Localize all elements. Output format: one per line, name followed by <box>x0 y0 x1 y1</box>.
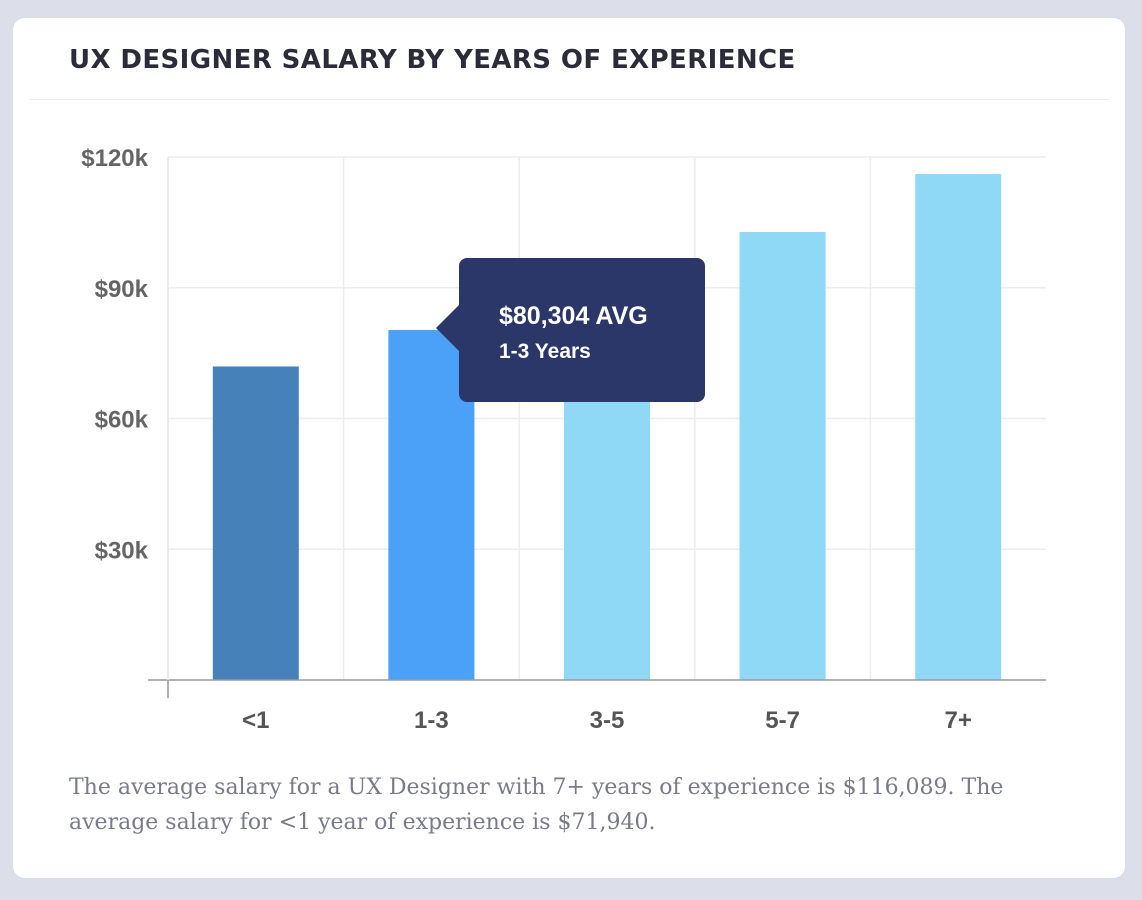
bar-5-7 <box>739 231 826 681</box>
x-tick-label: 1-3 <box>414 707 449 734</box>
bar-tooltip: $80,304 AVG 1-3 Years <box>436 258 705 402</box>
bar-<1 <box>212 366 299 680</box>
y-tick-label: $30k <box>95 537 149 564</box>
card-title: UX DESIGNER SALARY BY YEARS OF EXPERIENC… <box>69 45 796 75</box>
bar-7+ <box>915 174 1002 680</box>
chart-bars <box>212 174 1002 681</box>
tooltip-value: $80,304 AVG <box>499 302 648 330</box>
x-tick-label: 3-5 <box>590 707 625 734</box>
chart-axes <box>148 157 1046 698</box>
y-axis-tick-labels: $30k $60k $90k $120k <box>81 145 148 564</box>
salary-card: UX DESIGNER SALARY BY YEARS OF EXPERIENC… <box>13 18 1125 878</box>
tooltip-label: 1-3 Years <box>499 340 591 363</box>
summary-text: The average salary for a UX Designer wit… <box>69 775 1004 835</box>
x-tick-label: <1 <box>242 707 269 734</box>
y-tick-label: $120k <box>81 145 148 172</box>
x-tick-label: 7+ <box>945 707 972 734</box>
x-tick-label: 5-7 <box>765 707 800 734</box>
chart-grid <box>168 156 1046 680</box>
y-tick-label: $90k <box>95 276 149 303</box>
x-axis-category-labels: <1 1-3 3-5 5-7 7+ <box>242 707 972 734</box>
y-tick-label: $60k <box>95 407 149 434</box>
title-divider <box>29 99 1109 100</box>
